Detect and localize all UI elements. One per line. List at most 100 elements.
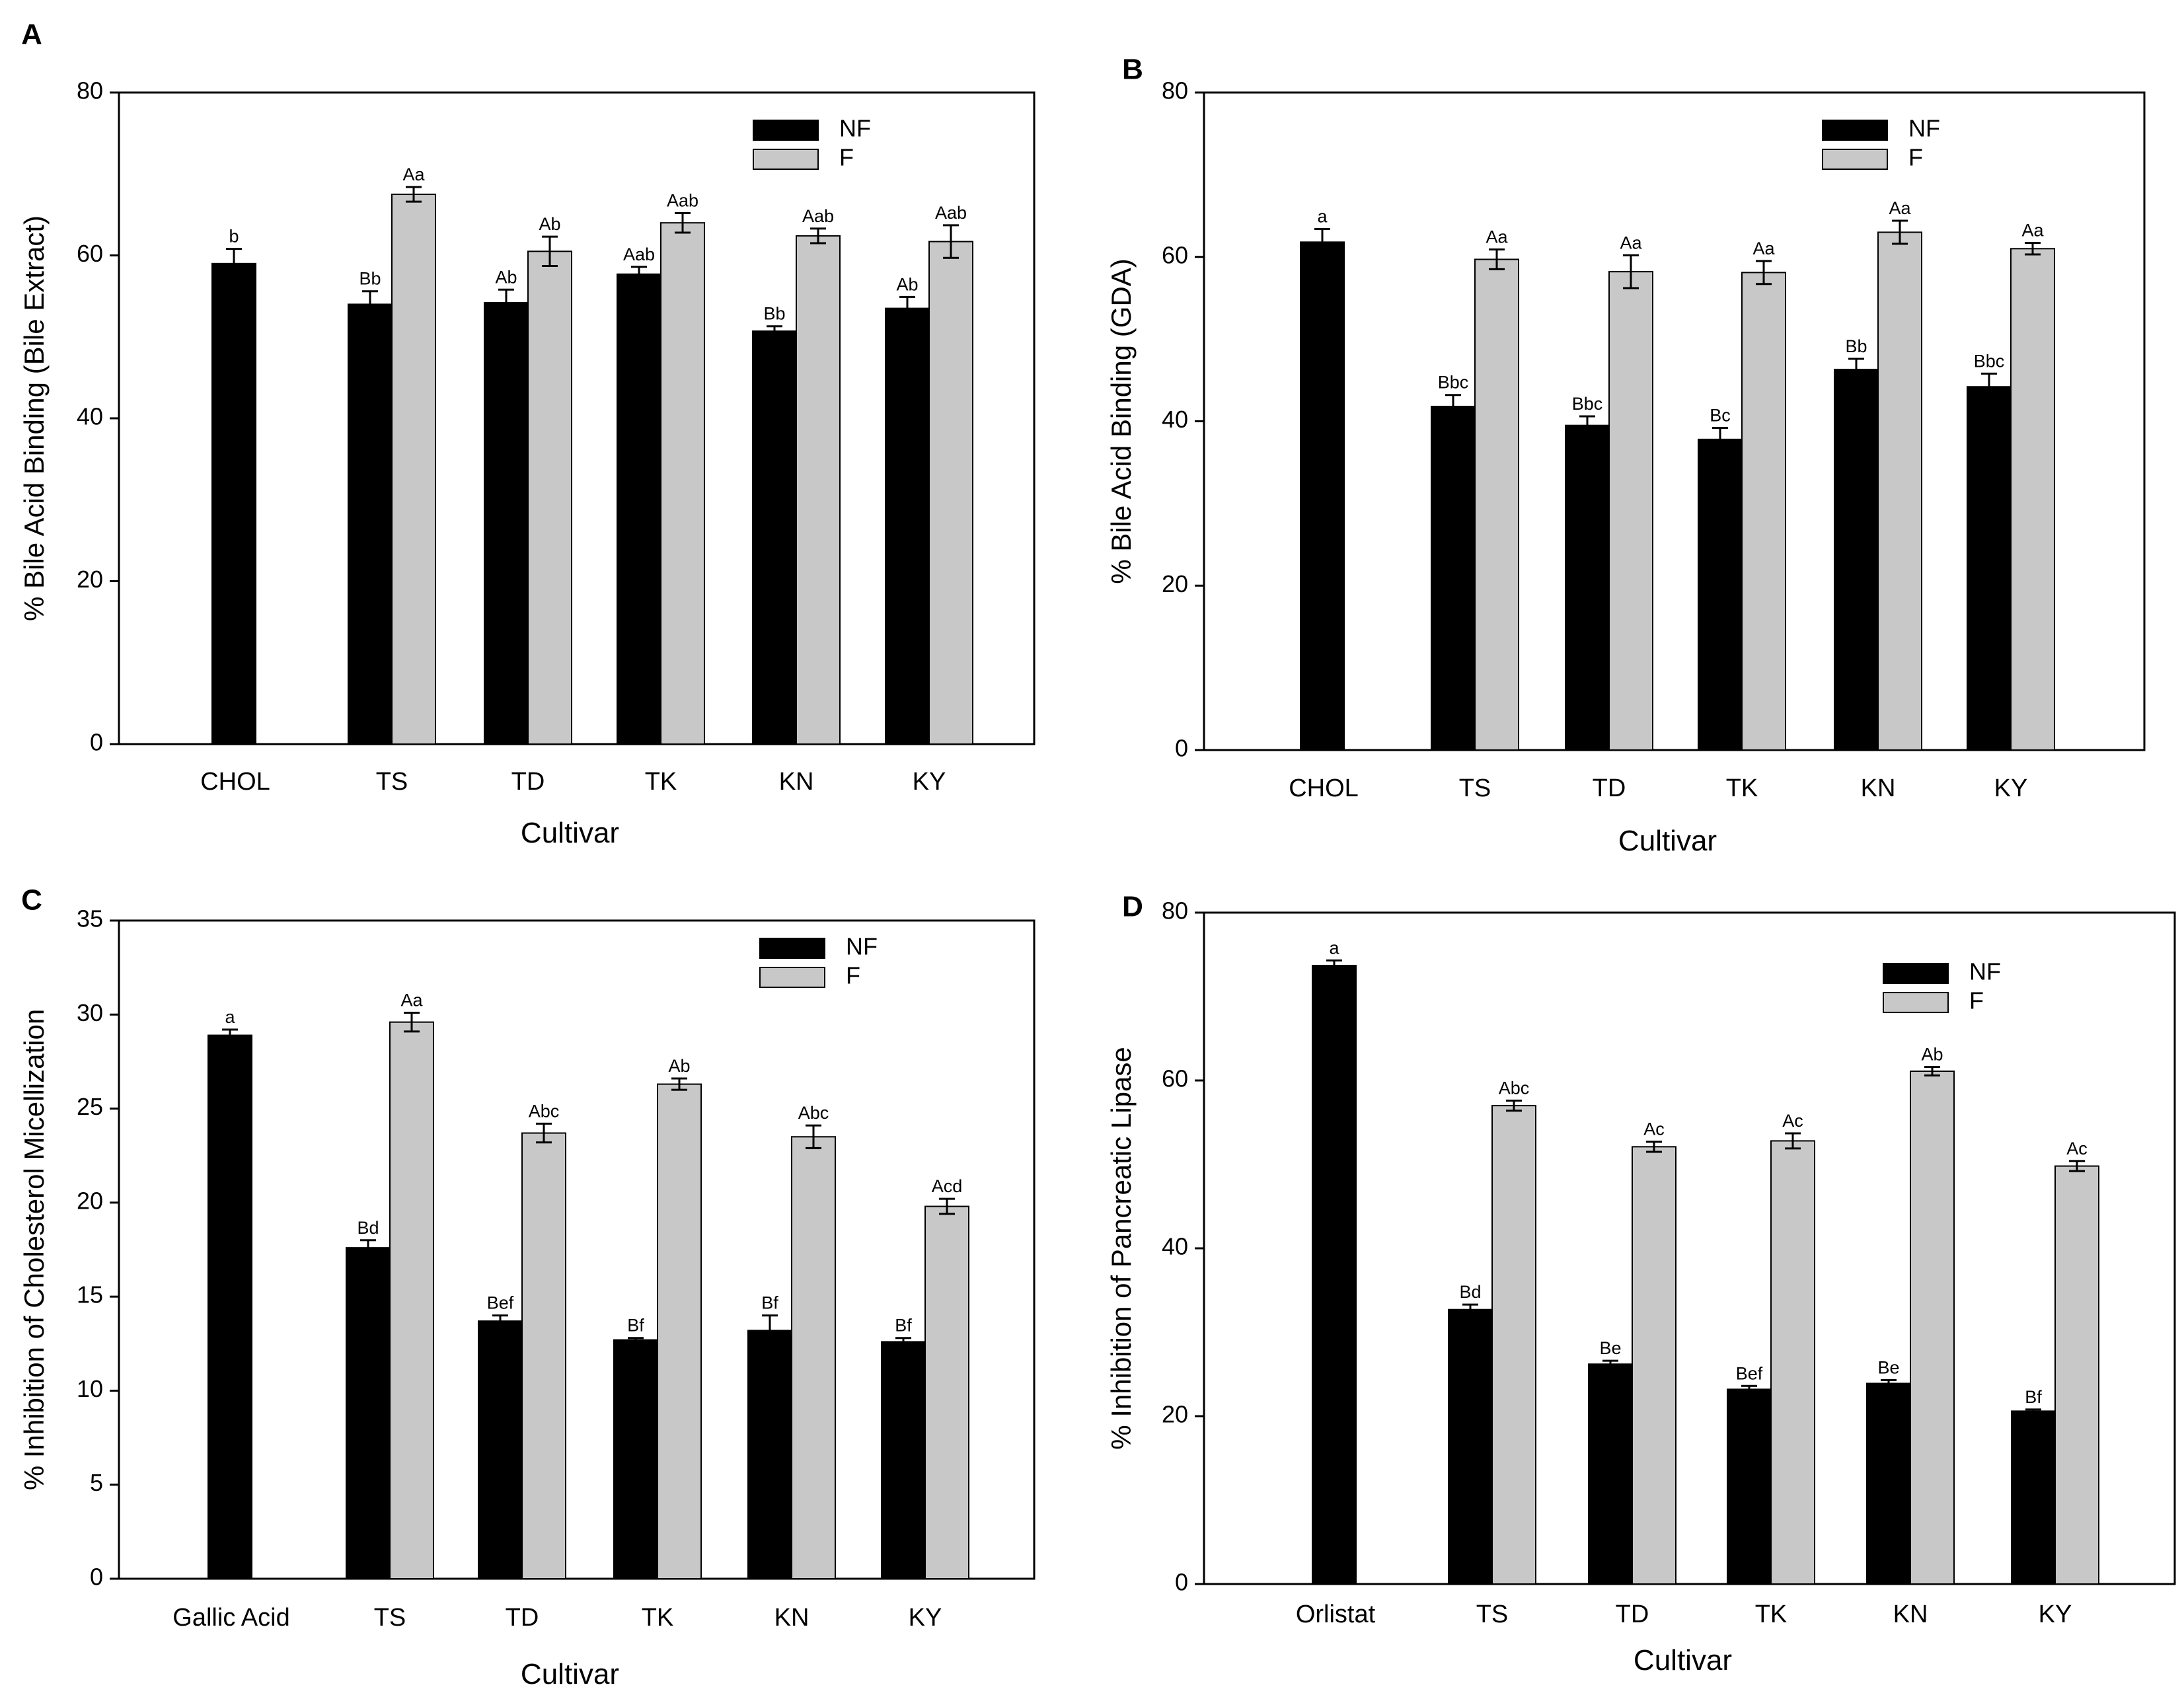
f-td-significance-label: Ab <box>539 214 560 234</box>
y-tick-label: 60 <box>1162 241 1188 268</box>
f-ky-bar <box>924 1205 969 1579</box>
f-tk-significance-label: Ab <box>668 1056 690 1076</box>
f-td-bar <box>521 1132 566 1579</box>
y-tick-label: 20 <box>77 1187 103 1214</box>
nf-ts-bar <box>1431 406 1476 751</box>
y-tick-label: 35 <box>77 905 103 932</box>
y-tick-label: 80 <box>77 77 103 104</box>
nf-kn-bar <box>1866 1382 1911 1585</box>
plot-frame <box>118 919 1036 1580</box>
f-ky-bar <box>2010 248 2055 751</box>
y-axis-label: % Bile Acid Binding (Bile Extract) <box>19 215 50 621</box>
nf-td-significance-label: Be <box>1599 1338 1621 1358</box>
x-category-label: KY <box>913 768 946 796</box>
panel-a: A 0 20 40 60 80 % Bile Acid Binding (Bile Extr… <box>19 19 1036 849</box>
y-tick-label: 5 <box>90 1469 103 1496</box>
y-tick-label: 80 <box>1162 77 1188 104</box>
nf-ts-significance-label: Bd <box>357 1218 379 1238</box>
panel-c: C 0 5 10 15 20 25 30 35 % Inhibition of Cholester… <box>19 884 1036 1690</box>
y-tick-label: 25 <box>77 1093 103 1120</box>
panel-label: C <box>21 884 42 917</box>
y-tick-label: 20 <box>1162 1401 1188 1428</box>
reference-bar <box>1300 241 1345 751</box>
x-category-label: TK <box>1755 1601 1788 1628</box>
x-category-label: TS <box>376 768 408 796</box>
f-ts-significance-label: Aa <box>1486 227 1508 247</box>
x-category-label: KN <box>774 1604 810 1632</box>
nf-td-significance-label: Bbc <box>1572 394 1603 414</box>
f-kn-significance-label: Ab <box>1921 1045 1943 1065</box>
nf-ky-significance-label: Bbc <box>1974 351 2005 371</box>
nf-tk-bar <box>1727 1388 1772 1585</box>
y-axis-label: % Inhibition of Cholesterol Micellizatio… <box>19 1009 50 1490</box>
f-tk-bar <box>657 1083 702 1579</box>
x-category-label: TK <box>645 768 677 796</box>
nf-tk-bar <box>1698 438 1743 751</box>
reference-significance-label: a <box>1329 938 1339 958</box>
nf-ts-bar <box>348 303 393 745</box>
reference-significance-label: a <box>225 1007 235 1027</box>
reference-bar <box>1312 965 1357 1585</box>
x-category-label: TS <box>1459 774 1491 802</box>
y-tick-label: 30 <box>77 999 103 1026</box>
nf-kn-bar <box>747 1330 792 1579</box>
nf-tk-significance-label: Bef <box>1736 1363 1763 1383</box>
f-kn-bar <box>1877 231 1922 751</box>
f-ts-bar <box>391 194 436 745</box>
legend-label-nf: NF <box>846 933 878 960</box>
x-category-label: Gallic Acid <box>172 1604 289 1632</box>
y-tick-label: 15 <box>77 1281 103 1308</box>
f-ts-significance-label: Aa <box>400 990 423 1010</box>
nf-td-significance-label: Ab <box>495 267 517 287</box>
f-kn-significance-label: Aa <box>1889 198 1911 218</box>
panel-b: B 0 20 40 60 80 % Bile Acid Binding (GDA) Culti… <box>1106 54 2146 857</box>
legend-swatch-f <box>1883 992 1949 1013</box>
x-category-label: TK <box>1726 774 1758 802</box>
x-category-label: TD <box>506 1604 539 1632</box>
nf-tk-bar <box>617 273 661 745</box>
f-ts-bar <box>389 1021 434 1579</box>
f-ky-significance-label: Aa <box>2021 221 2044 241</box>
nf-td-bar <box>1565 424 1610 751</box>
legend-swatch-f <box>753 149 819 170</box>
f-tk-bar <box>660 222 705 745</box>
f-td-significance-label: Abc <box>529 1101 560 1121</box>
y-tick-label: 0 <box>90 729 103 756</box>
legend-label-f: F <box>1969 987 1984 1014</box>
y-tick-label: 40 <box>1162 1233 1188 1260</box>
nf-kn-bar <box>1834 369 1879 751</box>
f-kn-significance-label: Aab <box>802 206 834 226</box>
x-category-label: CHOL <box>1289 774 1359 802</box>
x-category-label: KY <box>1994 774 2028 802</box>
x-category-label: KN <box>779 768 814 796</box>
legend-swatch-nf <box>1883 963 1949 984</box>
f-ts-significance-label: Aa <box>402 165 425 184</box>
reference-bar <box>211 262 256 745</box>
f-td-bar <box>1608 271 1653 751</box>
x-axis-label: Cultivar <box>1618 825 1717 857</box>
f-tk-bar <box>1770 1140 1815 1585</box>
nf-td-significance-label: Bef <box>487 1293 514 1313</box>
nf-kn-significance-label: Be <box>1877 1357 1899 1377</box>
f-tk-significance-label: Aa <box>1752 239 1775 258</box>
nf-ky-bar <box>2011 1410 2056 1585</box>
legend-label-f: F <box>846 962 860 989</box>
x-axis-label: Cultivar <box>521 817 619 849</box>
nf-ky-bar <box>1967 386 2012 751</box>
y-tick-label: 60 <box>1162 1065 1188 1092</box>
f-tk-significance-label: Aab <box>667 190 698 210</box>
x-category-label: Orlistat <box>1296 1601 1376 1628</box>
nf-ts-significance-label: Bbc <box>1438 373 1469 393</box>
y-tick-label: 20 <box>77 566 103 593</box>
f-ts-bar <box>1491 1105 1536 1585</box>
f-kn-bar <box>791 1136 836 1580</box>
nf-ts-significance-label: Bd <box>1459 1282 1481 1302</box>
f-kn-bar <box>1910 1071 1955 1585</box>
f-td-significance-label: Aa <box>1620 233 1642 252</box>
nf-tk-significance-label: Bf <box>627 1316 644 1336</box>
y-tick-label: 60 <box>77 240 103 267</box>
y-axis-label: % Bile Acid Binding (GDA) <box>1106 258 1137 584</box>
y-tick-label: 0 <box>1175 735 1188 762</box>
f-ky-significance-label: Aab <box>935 203 967 223</box>
nf-tk-significance-label: Aab <box>623 245 655 264</box>
